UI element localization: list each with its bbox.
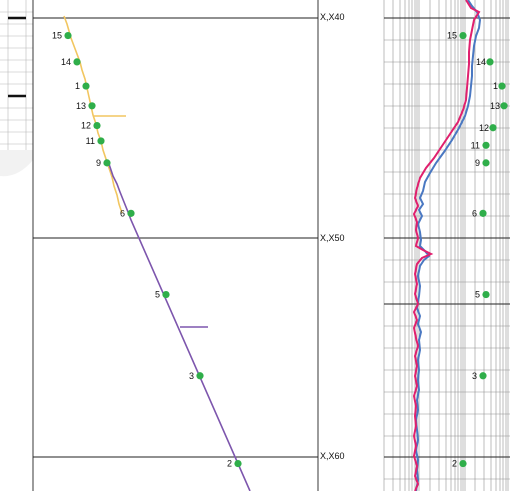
depth-label: X,X50 <box>320 233 345 243</box>
left-marker-label: 1 <box>75 81 80 91</box>
left-marker-9 <box>103 159 111 167</box>
right-marker-5 <box>482 290 490 299</box>
background-panel-grid <box>0 0 33 150</box>
left-marker-14 <box>73 58 81 66</box>
right-marker-6 <box>479 209 487 217</box>
right-marker-2 <box>459 459 467 468</box>
right-marker-13 <box>500 102 508 110</box>
left-marker-13 <box>88 102 96 110</box>
right-marker-label: 2 <box>452 459 457 469</box>
left-marker-1 <box>82 82 90 90</box>
left-marker-11 <box>97 137 105 145</box>
left-marker-6 <box>127 209 135 217</box>
left-marker-3 <box>196 372 204 380</box>
curve-b <box>412 0 481 492</box>
right-marker-11 <box>482 141 490 149</box>
lower-trace <box>108 163 251 492</box>
right-marker-label: 11 <box>471 140 480 150</box>
right-marker-label: 12 <box>479 123 489 133</box>
right-marker-label: 15 <box>447 31 457 41</box>
right-marker-label: 1 <box>493 81 498 91</box>
right-marker-3 <box>479 372 487 380</box>
left-marker-label: 2 <box>227 459 232 469</box>
depth-label: X,X40 <box>320 12 345 22</box>
left-marker-12 <box>93 121 101 130</box>
left-marker-label: 15 <box>52 31 62 41</box>
left-marker-label: 13 <box>76 101 86 111</box>
left-marker-label: 12 <box>81 121 91 131</box>
right-marker-label: 6 <box>472 208 477 218</box>
right-track-depth-lines <box>384 17 510 458</box>
left-track-depth-lines <box>33 17 318 458</box>
right-marker-12 <box>489 124 497 132</box>
upper-trace <box>63 15 123 214</box>
left-marker-label: 9 <box>96 158 101 168</box>
curve-a <box>414 0 482 492</box>
left-marker-2 <box>234 459 242 468</box>
right-marker-15 <box>459 31 467 40</box>
right-marker-label: 13 <box>490 101 500 111</box>
right-marker-label: 9 <box>475 158 480 168</box>
left-marker-label: 14 <box>61 57 71 67</box>
right-marker-label: 3 <box>472 371 477 381</box>
right-track-rows <box>384 39 510 480</box>
right-track-markers: 15 14 1 13 12 11 9 6 5 3 2 <box>447 31 508 469</box>
left-marker-label: 3 <box>189 371 194 381</box>
depth-label: X,X60 <box>320 451 345 461</box>
right-marker-label: 14 <box>476 57 486 67</box>
left-marker-label: 11 <box>86 136 95 146</box>
right-track-grid <box>383 0 509 491</box>
left-track-markers: 15 14 1 13 12 11 9 6 5 3 2 <box>52 31 242 469</box>
left-marker-5 <box>162 290 170 299</box>
right-marker-9 <box>482 159 490 167</box>
left-marker-15 <box>64 31 72 40</box>
right-marker-1 <box>498 82 506 90</box>
right-marker-label: 5 <box>475 290 480 300</box>
background-panel <box>0 0 33 177</box>
left-marker-label: 6 <box>120 208 125 218</box>
left-track-frame <box>32 0 319 491</box>
left-marker-label: 5 <box>155 290 160 300</box>
right-marker-14 <box>486 58 494 66</box>
